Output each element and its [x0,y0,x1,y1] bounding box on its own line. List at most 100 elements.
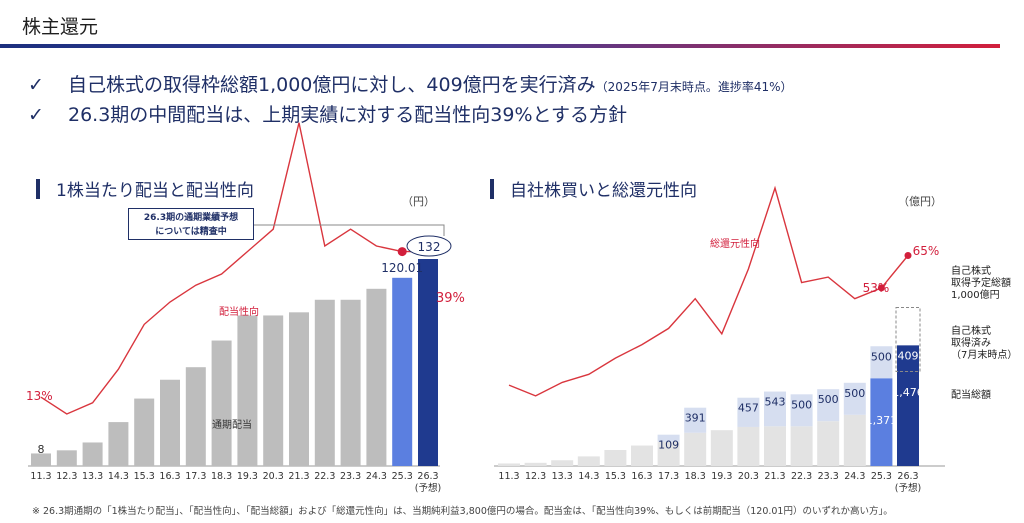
right-xtick-20.3: 20.3 [738,471,759,482]
check-icon: ✓ [28,104,44,126]
legend-dividend: 配当総額 [951,390,991,401]
right-buyback-bar-20.3 [737,397,760,427]
right-dividend-bar-20.3 [737,426,760,466]
left-xtick-14.3: 14.3 [108,471,129,482]
legend-done: 自己株式 取得済み （7月末時点） [951,326,1017,362]
left-first-value-label: 8 [38,443,45,456]
right-dividend-bar-21.3 [764,426,786,466]
left-unit-label: （円） [402,195,435,208]
right-xtick-23.3: 23.3 [818,471,839,482]
legend-done-line1: 自己株式 [951,326,991,337]
right-dividend-bar-19.3 [710,430,733,466]
right-xtick-21.3: 21.3 [764,471,785,482]
right-line-label: 総還元性向 [710,237,760,250]
left-xtick-12.3: 12.3 [56,471,77,482]
left-bar-21.3 [289,312,309,466]
right-buyback-value-18.3: 391 [685,412,706,425]
left-bar-23.3 [340,299,361,466]
right-dividend-bar-16.3 [631,445,653,466]
right-xtick-15.3: 15.3 [605,471,626,482]
right-xtick-11.3: 11.3 [498,471,519,482]
legend-done-line2: 取得済み [951,338,991,349]
left-xtick-19.3: 19.3 [237,471,258,482]
callout-line-2: については精査中 [155,227,227,237]
right-total-return-line [508,185,909,397]
right-xtick-19.3: 19.3 [711,471,732,482]
left-bar-16.3 [160,379,180,466]
legend-plan-line1: 自己株式 [951,266,991,277]
left-xtick-26.3: 26.3 [417,471,438,482]
right-xtick-13.3: 13.3 [552,471,573,482]
left-bar-18.3 [211,340,232,466]
right-ratio-label-25.3: 53% [863,281,890,295]
callout-line-1: 26.3期の通期業績予想 [143,213,239,223]
right-buyback-bar-24.3 [843,382,866,415]
legend-plan-line2: 取得予定総額 [951,278,1011,289]
left-bar-25.3 [392,277,413,466]
right-section-title-text: 自社株買いと総還元性向 [510,181,697,201]
right-ratio-point-26.3 [904,252,912,259]
right-unit-label: （億円） [898,195,942,208]
right-buyback-bar-17.3 [657,434,680,442]
right-dividend-bar-26.3 [897,371,919,466]
right-dividend-bar-25.3 [870,378,893,466]
right-xtick-12.3: 12.3 [525,471,546,482]
right-xtick-18.3: 18.3 [685,471,706,482]
left-bar-22.3 [314,299,335,466]
left-xtick-11.3: 11.3 [30,471,51,482]
legend-plan-line3: 1,000億円 [951,290,1000,301]
bullet-2-text: 26.3期の中間配当は、上期実績に対する配当性向39%とする方針 [68,104,627,126]
right-forecast-label: (予想) [895,482,921,494]
right-buyback-bar-25.3 [870,346,893,379]
right-buyback-bar-22.3 [790,394,813,427]
right-buyback-value-23.3: 500 [818,393,839,406]
bullet-1: ✓ 自己株式の取得枠総額1,000億円に対し、409億円を実行済み（2025年7月… [28,70,793,97]
right-dividend-bar-18.3 [684,432,707,466]
right-xtick-24.3: 24.3 [844,471,865,482]
right-dividend-value-25.3: 1,371 [866,414,898,427]
right-buyback-value-22.3: 500 [791,398,812,411]
right-buyback-bar-21.3 [764,391,786,427]
bullet-1-text: 自己株式の取得枠総額1,000億円に対し、409億円を実行済み [68,74,596,96]
left-end-ratio-label: 39% [436,291,465,306]
left-bar-11.3 [31,453,51,466]
left-xtick-21.3: 21.3 [288,471,309,482]
left-xtick-24.3: 24.3 [366,471,387,482]
left-bar-13.3 [82,442,103,466]
left-bar-26.3 [418,259,438,466]
left-payout-ratio-line [40,122,428,415]
forecast-callout: 26.3期の通期業績予想 については精査中 [128,208,254,240]
left-bar-12.3 [56,450,77,466]
callout-connector [254,224,445,236]
right-buyback-value-24.3: 500 [844,387,865,400]
left-bar-17.3 [185,367,206,466]
right-planned-buyback-frame-26.3 [895,307,921,373]
section-marker [36,179,40,199]
right-xtick-14.3: 14.3 [578,471,599,482]
left-xtick-17.3: 17.3 [185,471,206,482]
left-value-26.3: 132 [418,240,441,254]
left-xtick-13.3: 13.3 [82,471,103,482]
footnote: ※ 26.3期通期の「1株当たり配当」、「配当性向」、「配当総額」および「総還元… [32,506,893,517]
left-xtick-18.3: 18.3 [211,471,232,482]
right-buyback-value-26.3: 409 [898,349,919,362]
left-xtick-23.3: 23.3 [340,471,361,482]
right-buyback-value-21.3: 543 [765,396,786,409]
right-section-title: 自社株買いと総還元性向 [490,176,697,201]
right-dividend-bar-13.3 [551,460,574,466]
left-bar-14.3 [108,422,129,466]
right-dividend-bar-12.3 [524,462,547,466]
right-dividend-bar-22.3 [790,426,813,466]
bullet-2: ✓ 26.3期の中間配当は、上期実績に対する配当性向39%とする方針 [28,100,627,127]
right-dividend-bar-14.3 [577,456,600,466]
left-start-ratio-label: 13% [26,389,53,403]
right-buyback-value-25.3: 500 [871,350,892,363]
right-dividend-bar-17.3 [657,441,680,466]
check-icon: ✓ [28,74,44,96]
left-bar-15.3 [134,398,155,466]
left-xtick-20.3: 20.3 [263,471,284,482]
section-marker [490,179,494,199]
right-buyback-bar-23.3 [817,389,840,422]
right-dividend-bar-23.3 [817,421,840,466]
